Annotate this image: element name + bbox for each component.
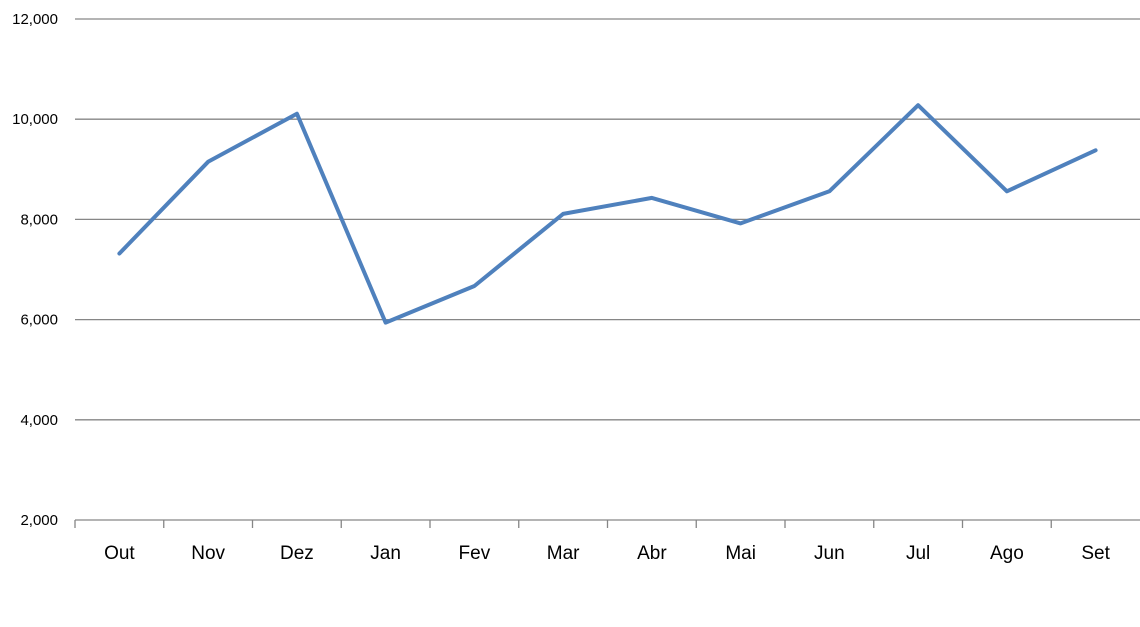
series-line bbox=[117, 103, 1098, 325]
y-tick-label: 2,000 bbox=[20, 512, 58, 529]
x-tick-label: Mai bbox=[725, 543, 756, 564]
x-tick-label: Set bbox=[1081, 543, 1110, 564]
y-tick-label: 4,000 bbox=[20, 412, 58, 429]
x-tick-label: Jan bbox=[370, 543, 401, 564]
x-tick-label: Ago bbox=[990, 543, 1024, 564]
y-tick-label: 6,000 bbox=[20, 312, 58, 329]
x-axis-tick-labels: Out Nov Dez Jan Fev Mar Abr Mai Jun Jul Ago Set bbox=[104, 543, 1111, 564]
x-tick-label: Out bbox=[104, 543, 135, 564]
series-layer bbox=[117, 103, 1098, 325]
gridlines bbox=[75, 18, 1140, 421]
y-tick-label: 8,000 bbox=[20, 211, 58, 228]
x-tick-label: Dez bbox=[280, 543, 314, 564]
x-tick-label: Fev bbox=[459, 543, 491, 564]
x-tick-label: Jun bbox=[814, 543, 845, 564]
x-tick-label: Mar bbox=[547, 543, 580, 564]
x-tick-label: Jul bbox=[906, 543, 930, 564]
y-axis-tick-labels: 2,000 4,000 6,000 8,000 10,000 12,000 bbox=[12, 11, 58, 529]
y-tick-label: 10,000 bbox=[12, 111, 58, 128]
x-tick-label: Abr bbox=[637, 543, 667, 564]
x-axis bbox=[74, 519, 1140, 528]
x-tick-label: Nov bbox=[191, 543, 225, 564]
y-tick-label: 12,000 bbox=[12, 11, 58, 28]
